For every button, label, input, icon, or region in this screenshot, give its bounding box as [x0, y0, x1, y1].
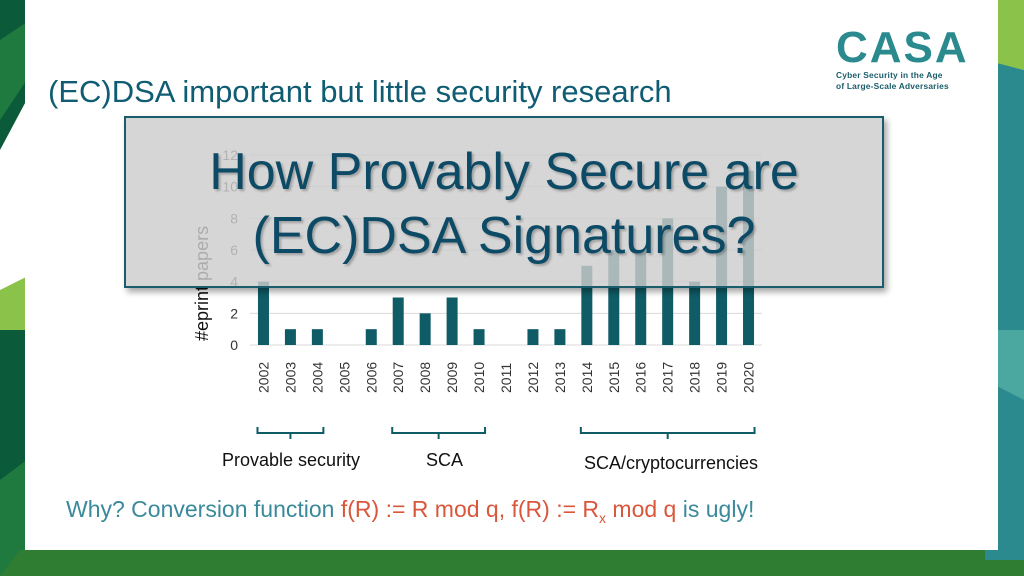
- x-tick-label: 2015: [606, 362, 622, 393]
- bar-2004: [311, 329, 323, 345]
- x-tick-label: 2017: [660, 362, 676, 393]
- group-label-sca: SCA: [426, 450, 464, 470]
- formula-comma: ,: [498, 496, 512, 522]
- group-brace: [579, 427, 756, 439]
- overlay-line1: How Provably Secure are: [209, 143, 799, 201]
- formula-r-mod-q: f(R) := R mod q: [340, 496, 499, 522]
- formula-rx-mod-q: mod q: [606, 496, 677, 522]
- bar-2013: [554, 329, 566, 345]
- x-tick-label: 2012: [525, 362, 541, 393]
- overlay-line2: (EC)DSA Signatures?: [252, 207, 756, 265]
- x-tick-label: 2019: [714, 362, 730, 393]
- x-tick-label: 2020: [741, 362, 757, 393]
- group-label-provable-security: Provable security: [222, 450, 361, 470]
- x-tick-label: 2003: [282, 362, 298, 393]
- bar-2003: [284, 329, 296, 345]
- bar-2008: [419, 313, 431, 345]
- bar-2014: [581, 265, 593, 345]
- x-tick-label: 2011: [498, 363, 514, 393]
- formula-rx-subscript: x: [599, 510, 607, 526]
- bar-2010: [473, 329, 485, 345]
- note-suffix: is ugly!: [676, 496, 755, 522]
- formula-rx-main: f(R) := R: [511, 496, 600, 522]
- x-tick-label: 2007: [390, 362, 406, 393]
- bar-2007: [392, 297, 404, 345]
- group-brace: [391, 427, 487, 439]
- bar-2006: [365, 329, 377, 345]
- slide-title: (EC)DSA important but little security re…: [48, 74, 672, 109]
- y-tick-label: 0: [230, 337, 238, 353]
- x-tick-label: 2010: [471, 362, 487, 393]
- x-tick-label: 2005: [336, 362, 352, 393]
- logo-wordmark: CASA: [836, 26, 969, 66]
- x-tick-label: 2004: [309, 362, 325, 393]
- bar-2002: [257, 281, 269, 345]
- logo-tagline: Cyber Security in the Age of Large-Scale…: [836, 70, 972, 92]
- bar-2015: [608, 250, 620, 345]
- casa-logo: CASA Cyber Security in the Age of Large-…: [836, 26, 972, 92]
- x-tick-label: 2014: [579, 362, 595, 393]
- logo-tagline-line1: Cyber Security in the Age: [836, 70, 943, 80]
- x-tick-label: 2006: [363, 362, 379, 393]
- bar-2009: [446, 297, 458, 345]
- group-brace: [256, 427, 325, 439]
- conversion-function-note: Why? Conversion function f(R) := R mod q…: [66, 496, 755, 526]
- x-tick-label: 2016: [633, 362, 649, 393]
- question-overlay: How Provably Secure are (EC)DSA Signatur…: [124, 116, 884, 288]
- x-tick-label: 2008: [417, 362, 433, 393]
- overlay-text: How Provably Secure are (EC)DSA Signatur…: [126, 140, 882, 268]
- casa-logo-mark: CASA: [836, 26, 969, 66]
- bar-2012: [527, 329, 539, 345]
- bar-2016: [635, 250, 647, 345]
- x-tick-label: 2002: [255, 362, 271, 393]
- chart-x-ticks: 2002 2003 2004 2005 2006 2007 2008 2009 2010 2011…: [255, 362, 756, 393]
- note-prefix: Why? Conversion function: [66, 496, 341, 522]
- bar-2018: [689, 281, 701, 345]
- x-tick-label: 2013: [552, 362, 568, 393]
- y-tick-label: 2: [230, 305, 238, 321]
- x-tick-label: 2009: [444, 362, 460, 393]
- group-label-sca-cryptocurrencies: SCA/cryptocurrencies: [584, 453, 759, 473]
- logo-tagline-line2: of Large-Scale Adversaries: [836, 81, 949, 91]
- x-tick-label: 2018: [687, 362, 703, 393]
- group-braces: [256, 427, 756, 439]
